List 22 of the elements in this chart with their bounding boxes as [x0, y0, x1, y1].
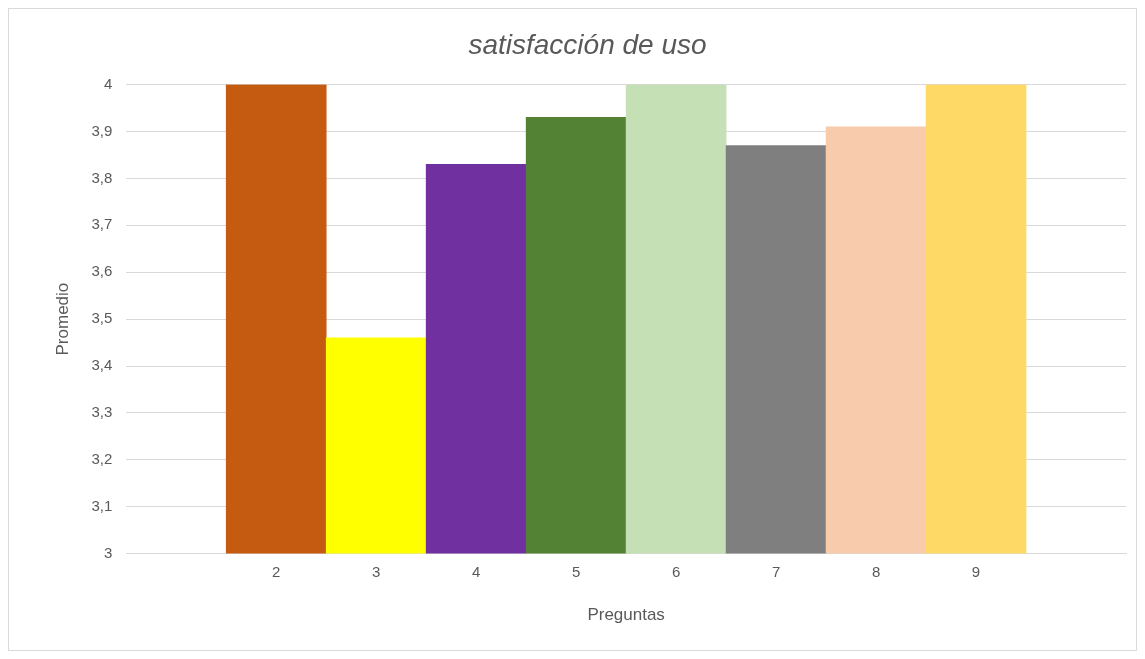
y-tick-label: 3,2 [91, 449, 113, 467]
chart-title: satisfacción de uso [468, 28, 707, 60]
y-tick-label: 3,4 [91, 356, 113, 374]
x-tick-label: 7 [771, 562, 781, 580]
y-axis-title: Promedio [52, 282, 72, 356]
x-tick-label: 9 [971, 562, 981, 580]
y-tick-label: 3,1 [91, 496, 113, 514]
y-tick-label: 3,6 [91, 262, 113, 280]
x-tick-label: 3 [372, 562, 381, 580]
x-tick-label: 2 [272, 562, 281, 580]
y-tick-label: 3,5 [91, 309, 113, 327]
x-tick-label: 4 [471, 562, 481, 580]
y-tick-label: 3,8 [91, 168, 113, 186]
y-tick-label: 3,7 [91, 215, 113, 233]
y-tick-label: 4 [103, 74, 113, 92]
y-tick-label: 3,3 [91, 403, 113, 421]
y-tick-label: 3,9 [91, 121, 113, 139]
x-tick-label: 8 [871, 562, 881, 580]
y-tick-label: 3 [103, 543, 113, 561]
x-tick-label: 6 [671, 562, 681, 580]
x-tick-label: 5 [571, 562, 581, 580]
x-axis-title: Preguntas [587, 605, 665, 625]
